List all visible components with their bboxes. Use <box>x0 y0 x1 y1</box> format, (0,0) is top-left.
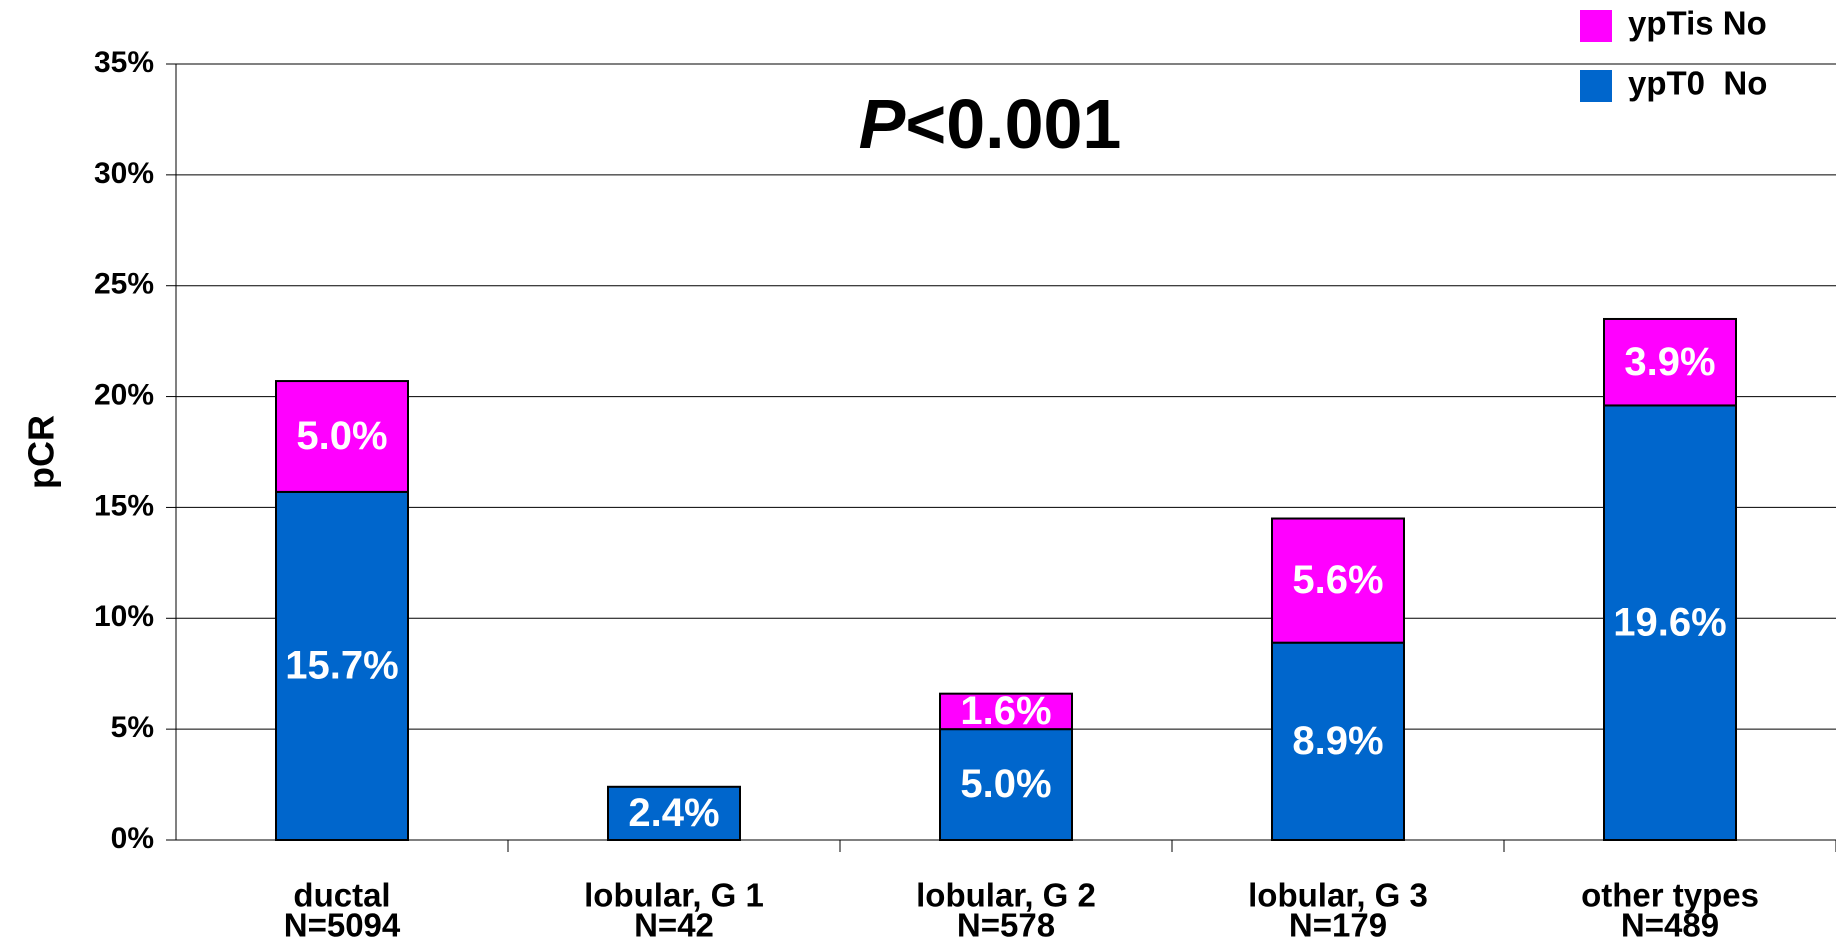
legend-label: ypT0 No <box>1628 65 1767 102</box>
value-label: 1.6% <box>960 689 1051 733</box>
x-tick-n: N=578 <box>957 907 1055 944</box>
y-tick-label: 30% <box>94 157 154 190</box>
bar-segment <box>607 785 741 842</box>
bar-segment <box>1271 517 1405 644</box>
bar-segment <box>1271 641 1405 841</box>
y-tick-label: 5% <box>111 711 154 744</box>
annotation: P<0.001 <box>859 85 1122 163</box>
x-tick-n: N=42 <box>634 907 714 944</box>
x-tick-n: N=5094 <box>284 907 401 944</box>
value-label: 3.9% <box>1624 340 1715 384</box>
y-tick-label: 20% <box>94 378 154 411</box>
y-tick-label: 25% <box>94 268 154 301</box>
legend-label: ypTis No <box>1628 5 1767 42</box>
value-label: 15.7% <box>285 644 398 688</box>
y-tick-label: 15% <box>94 489 154 522</box>
legend-swatch <box>1580 70 1612 102</box>
bar-segment <box>275 490 409 841</box>
x-tick-n: N=489 <box>1621 907 1719 944</box>
y-tick-label: 10% <box>94 600 154 633</box>
x-tick-label: lobular, G 2 <box>916 877 1096 914</box>
x-tick-label: lobular, G 1 <box>584 877 764 914</box>
y-axis-label: pCR <box>21 415 62 489</box>
value-label: 5.6% <box>1292 558 1383 602</box>
annotation-italic: P <box>859 85 906 163</box>
x-tick-label: lobular, G 3 <box>1248 877 1428 914</box>
value-label: 5.0% <box>960 762 1051 806</box>
value-label: 8.9% <box>1292 719 1383 763</box>
value-label: 5.0% <box>296 414 387 458</box>
value-label: 19.6% <box>1613 600 1726 644</box>
x-tick-label: ductal <box>293 877 390 914</box>
value-label: 2.4% <box>628 791 719 835</box>
y-tick-label: 35% <box>94 46 154 79</box>
bar-segment <box>275 380 409 493</box>
x-tick-n: N=179 <box>1289 907 1387 944</box>
x-tick-label: other types <box>1581 877 1759 914</box>
y-tick-label: 0% <box>111 822 154 855</box>
legend-swatch <box>1580 10 1612 42</box>
annotation-text: <0.001 <box>905 85 1121 163</box>
bar-segment <box>939 692 1073 731</box>
bar-segment <box>1603 317 1737 407</box>
